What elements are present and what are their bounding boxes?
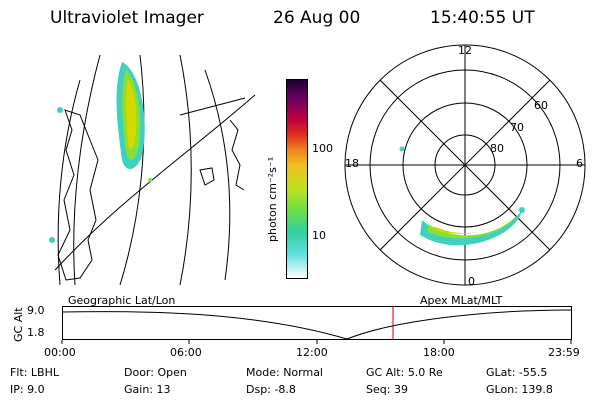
status-flt: Flt: LBHL xyxy=(10,366,59,379)
status-glat: GLat: -55.5 xyxy=(486,366,548,379)
y-tick-9: 9.0 xyxy=(27,304,45,317)
lat-label-60: 60 xyxy=(534,99,548,112)
polar-plot xyxy=(344,44,586,286)
x-tick-0600: 06:00 xyxy=(170,346,202,359)
auroral-emission-map xyxy=(49,62,152,243)
colorbar-tick-100: 100 xyxy=(312,142,333,155)
mlt-label-6: 6 xyxy=(576,157,583,170)
geographic-map xyxy=(49,54,256,286)
colorbar-unit-label: photon cm⁻²s⁻¹ xyxy=(266,156,279,242)
apex-caption: Apex MLat/MLT xyxy=(420,294,503,307)
mlt-label-12: 12 xyxy=(458,44,472,57)
geographic-caption: Geographic Lat/Lon xyxy=(68,294,176,307)
auroral-oval xyxy=(399,146,525,246)
status-mode: Mode: Normal xyxy=(246,366,323,379)
x-tick-0000: 00:00 xyxy=(44,346,76,359)
instrument-title: Ultraviolet Imager xyxy=(50,8,204,28)
status-glon: GLon: 139.8 xyxy=(486,383,553,396)
status-door: Door: Open xyxy=(124,366,187,379)
timeline-plot xyxy=(61,306,573,344)
status-dsp: Dsp: -8.8 xyxy=(246,383,296,396)
x-tick-2359: 23:59 xyxy=(548,346,580,359)
gc-alt-axis-title: GC Alt xyxy=(12,307,25,342)
colorbar xyxy=(286,79,308,279)
x-tick-1200: 12:00 xyxy=(296,346,328,359)
lat-label-80: 80 xyxy=(490,142,504,155)
status-ip: IP: 9.0 xyxy=(10,383,45,396)
date-label: 26 Aug 00 xyxy=(273,8,361,28)
status-gain: Gain: 13 xyxy=(124,383,171,396)
status-gc-alt: GC Alt: 5.0 Re xyxy=(366,366,443,379)
mlt-label-18: 18 xyxy=(345,157,359,170)
time-label: 15:40:55 UT xyxy=(430,8,535,28)
colorbar-tick-10: 10 xyxy=(312,229,326,242)
lat-label-70: 70 xyxy=(510,121,524,134)
status-seq: Seq: 39 xyxy=(366,383,408,396)
x-tick-1800: 18:00 xyxy=(423,346,455,359)
y-tick-1-8: 1.8 xyxy=(27,326,45,339)
mlt-label-0: 0 xyxy=(468,275,475,288)
